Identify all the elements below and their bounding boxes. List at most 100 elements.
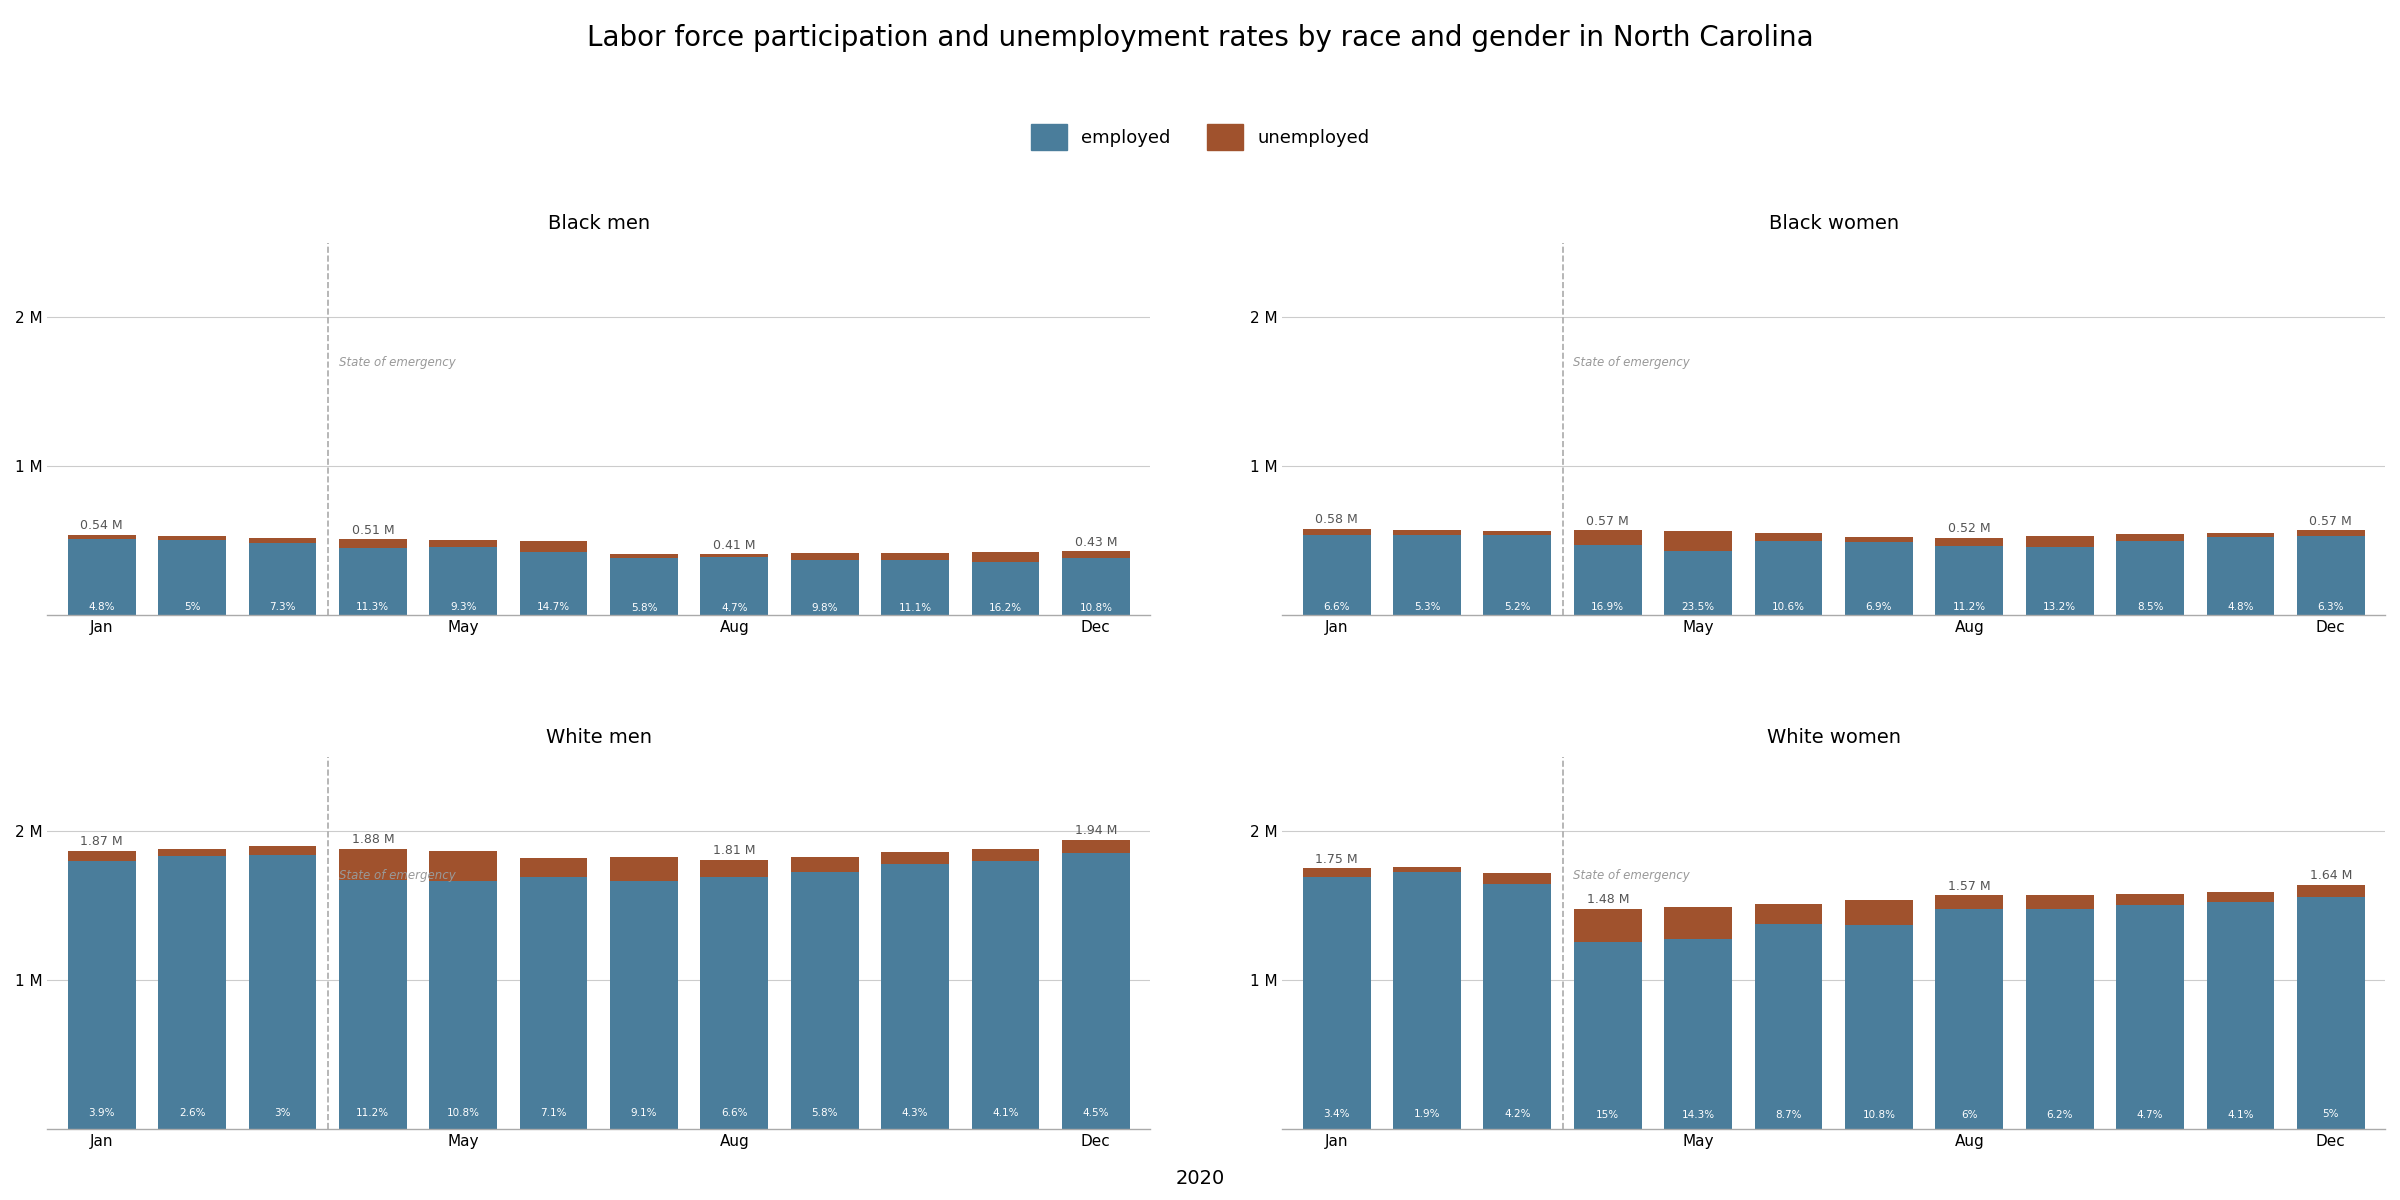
Bar <box>1061 558 1130 616</box>
Bar <box>2026 894 2093 910</box>
Bar <box>701 554 768 557</box>
Bar <box>881 852 948 864</box>
Text: 1.48 M: 1.48 M <box>1586 893 1630 906</box>
Bar <box>1061 853 1130 1129</box>
Text: State of emergency: State of emergency <box>1574 355 1690 368</box>
Bar <box>2206 533 2275 536</box>
Text: 4.1%: 4.1% <box>991 1108 1018 1118</box>
Text: 10.8%: 10.8% <box>1862 1110 1896 1120</box>
Text: State of emergency: State of emergency <box>338 870 456 882</box>
Bar <box>158 536 226 540</box>
Text: 5.2%: 5.2% <box>1505 602 1531 612</box>
Bar <box>1934 538 2004 546</box>
Title: White women: White women <box>1766 728 1901 746</box>
Bar <box>1061 840 1130 853</box>
Text: 6.6%: 6.6% <box>1322 602 1349 612</box>
Bar <box>158 857 226 1129</box>
Text: 0.52 M: 0.52 M <box>1949 522 1990 535</box>
Text: 0.54 M: 0.54 M <box>79 520 122 532</box>
Text: 15%: 15% <box>1596 1110 1620 1121</box>
Bar <box>430 547 497 616</box>
Text: 11.2%: 11.2% <box>1954 602 1985 612</box>
Text: 11.1%: 11.1% <box>898 602 931 613</box>
Text: 1.75 M: 1.75 M <box>1315 853 1358 865</box>
Bar <box>1303 529 1370 534</box>
Text: 8.5%: 8.5% <box>2136 602 2162 612</box>
Bar <box>1392 866 1462 872</box>
Text: 9.3%: 9.3% <box>449 602 478 612</box>
Bar <box>1483 872 1550 883</box>
Bar <box>1663 532 1733 551</box>
Text: 5.3%: 5.3% <box>1414 602 1440 612</box>
Text: 4.7%: 4.7% <box>2136 1110 2162 1120</box>
Bar <box>610 857 677 881</box>
Text: 8.7%: 8.7% <box>1776 1110 1802 1120</box>
Bar <box>2117 541 2184 616</box>
Bar <box>521 552 588 616</box>
Bar <box>1483 883 1550 1129</box>
Bar <box>521 541 588 552</box>
Text: 7.1%: 7.1% <box>540 1109 566 1118</box>
Bar <box>792 553 859 559</box>
Bar <box>2026 547 2093 616</box>
Text: 14.3%: 14.3% <box>1682 1110 1714 1121</box>
Bar <box>1574 942 1642 1129</box>
Text: 3.4%: 3.4% <box>1322 1109 1349 1118</box>
Bar <box>792 872 859 1129</box>
Bar <box>701 557 768 616</box>
Bar <box>610 554 677 558</box>
Bar <box>2206 536 2275 616</box>
Text: 3%: 3% <box>274 1108 290 1118</box>
Bar <box>338 850 406 881</box>
Text: 6.3%: 6.3% <box>2318 602 2345 612</box>
Bar <box>250 854 317 1129</box>
Bar <box>792 559 859 616</box>
Bar <box>2026 910 2093 1129</box>
Text: 1.64 M: 1.64 M <box>2309 869 2352 882</box>
Text: 4.1%: 4.1% <box>2227 1110 2254 1120</box>
Bar <box>1754 905 1822 924</box>
Bar <box>158 850 226 857</box>
Text: 9.8%: 9.8% <box>811 602 838 613</box>
Bar <box>2297 530 2364 535</box>
Text: 11.3%: 11.3% <box>355 602 389 612</box>
Bar <box>972 850 1039 860</box>
Text: 1.57 M: 1.57 M <box>1949 880 1990 893</box>
Text: 0.58 M: 0.58 M <box>1315 514 1358 526</box>
Bar <box>1934 895 2004 910</box>
Bar <box>67 539 137 616</box>
Text: 7.3%: 7.3% <box>269 602 295 612</box>
Bar <box>250 846 317 854</box>
Bar <box>2206 902 2275 1129</box>
Text: State of emergency: State of emergency <box>338 355 456 368</box>
Bar <box>1483 535 1550 616</box>
Text: 4.7%: 4.7% <box>720 602 749 613</box>
Bar <box>1392 872 1462 1129</box>
Text: 0.57 M: 0.57 M <box>2309 515 2352 528</box>
Bar <box>1574 908 1642 942</box>
Legend: employed, unemployed: employed, unemployed <box>1022 118 1378 157</box>
Bar <box>701 877 768 1129</box>
Bar <box>2297 898 2364 1129</box>
Bar <box>1303 869 1370 877</box>
Text: 2020: 2020 <box>1176 1169 1224 1188</box>
Bar <box>1061 551 1130 558</box>
Text: 14.7%: 14.7% <box>538 602 571 612</box>
Bar <box>250 538 317 544</box>
Bar <box>1303 877 1370 1129</box>
Bar <box>67 851 137 862</box>
Text: 16.2%: 16.2% <box>989 602 1022 613</box>
Text: 1.88 M: 1.88 M <box>350 834 394 846</box>
Text: 13.2%: 13.2% <box>2042 602 2076 612</box>
Bar <box>338 539 406 548</box>
Bar <box>1754 533 1822 541</box>
Text: 4.5%: 4.5% <box>1082 1108 1109 1117</box>
Bar <box>338 881 406 1129</box>
Bar <box>972 552 1039 563</box>
Text: Labor force participation and unemployment rates by race and gender in North Car: Labor force participation and unemployme… <box>586 24 1814 52</box>
Bar <box>1934 546 2004 616</box>
Bar <box>1483 532 1550 535</box>
Bar <box>1303 534 1370 616</box>
Bar <box>67 862 137 1129</box>
Bar <box>1574 530 1642 545</box>
